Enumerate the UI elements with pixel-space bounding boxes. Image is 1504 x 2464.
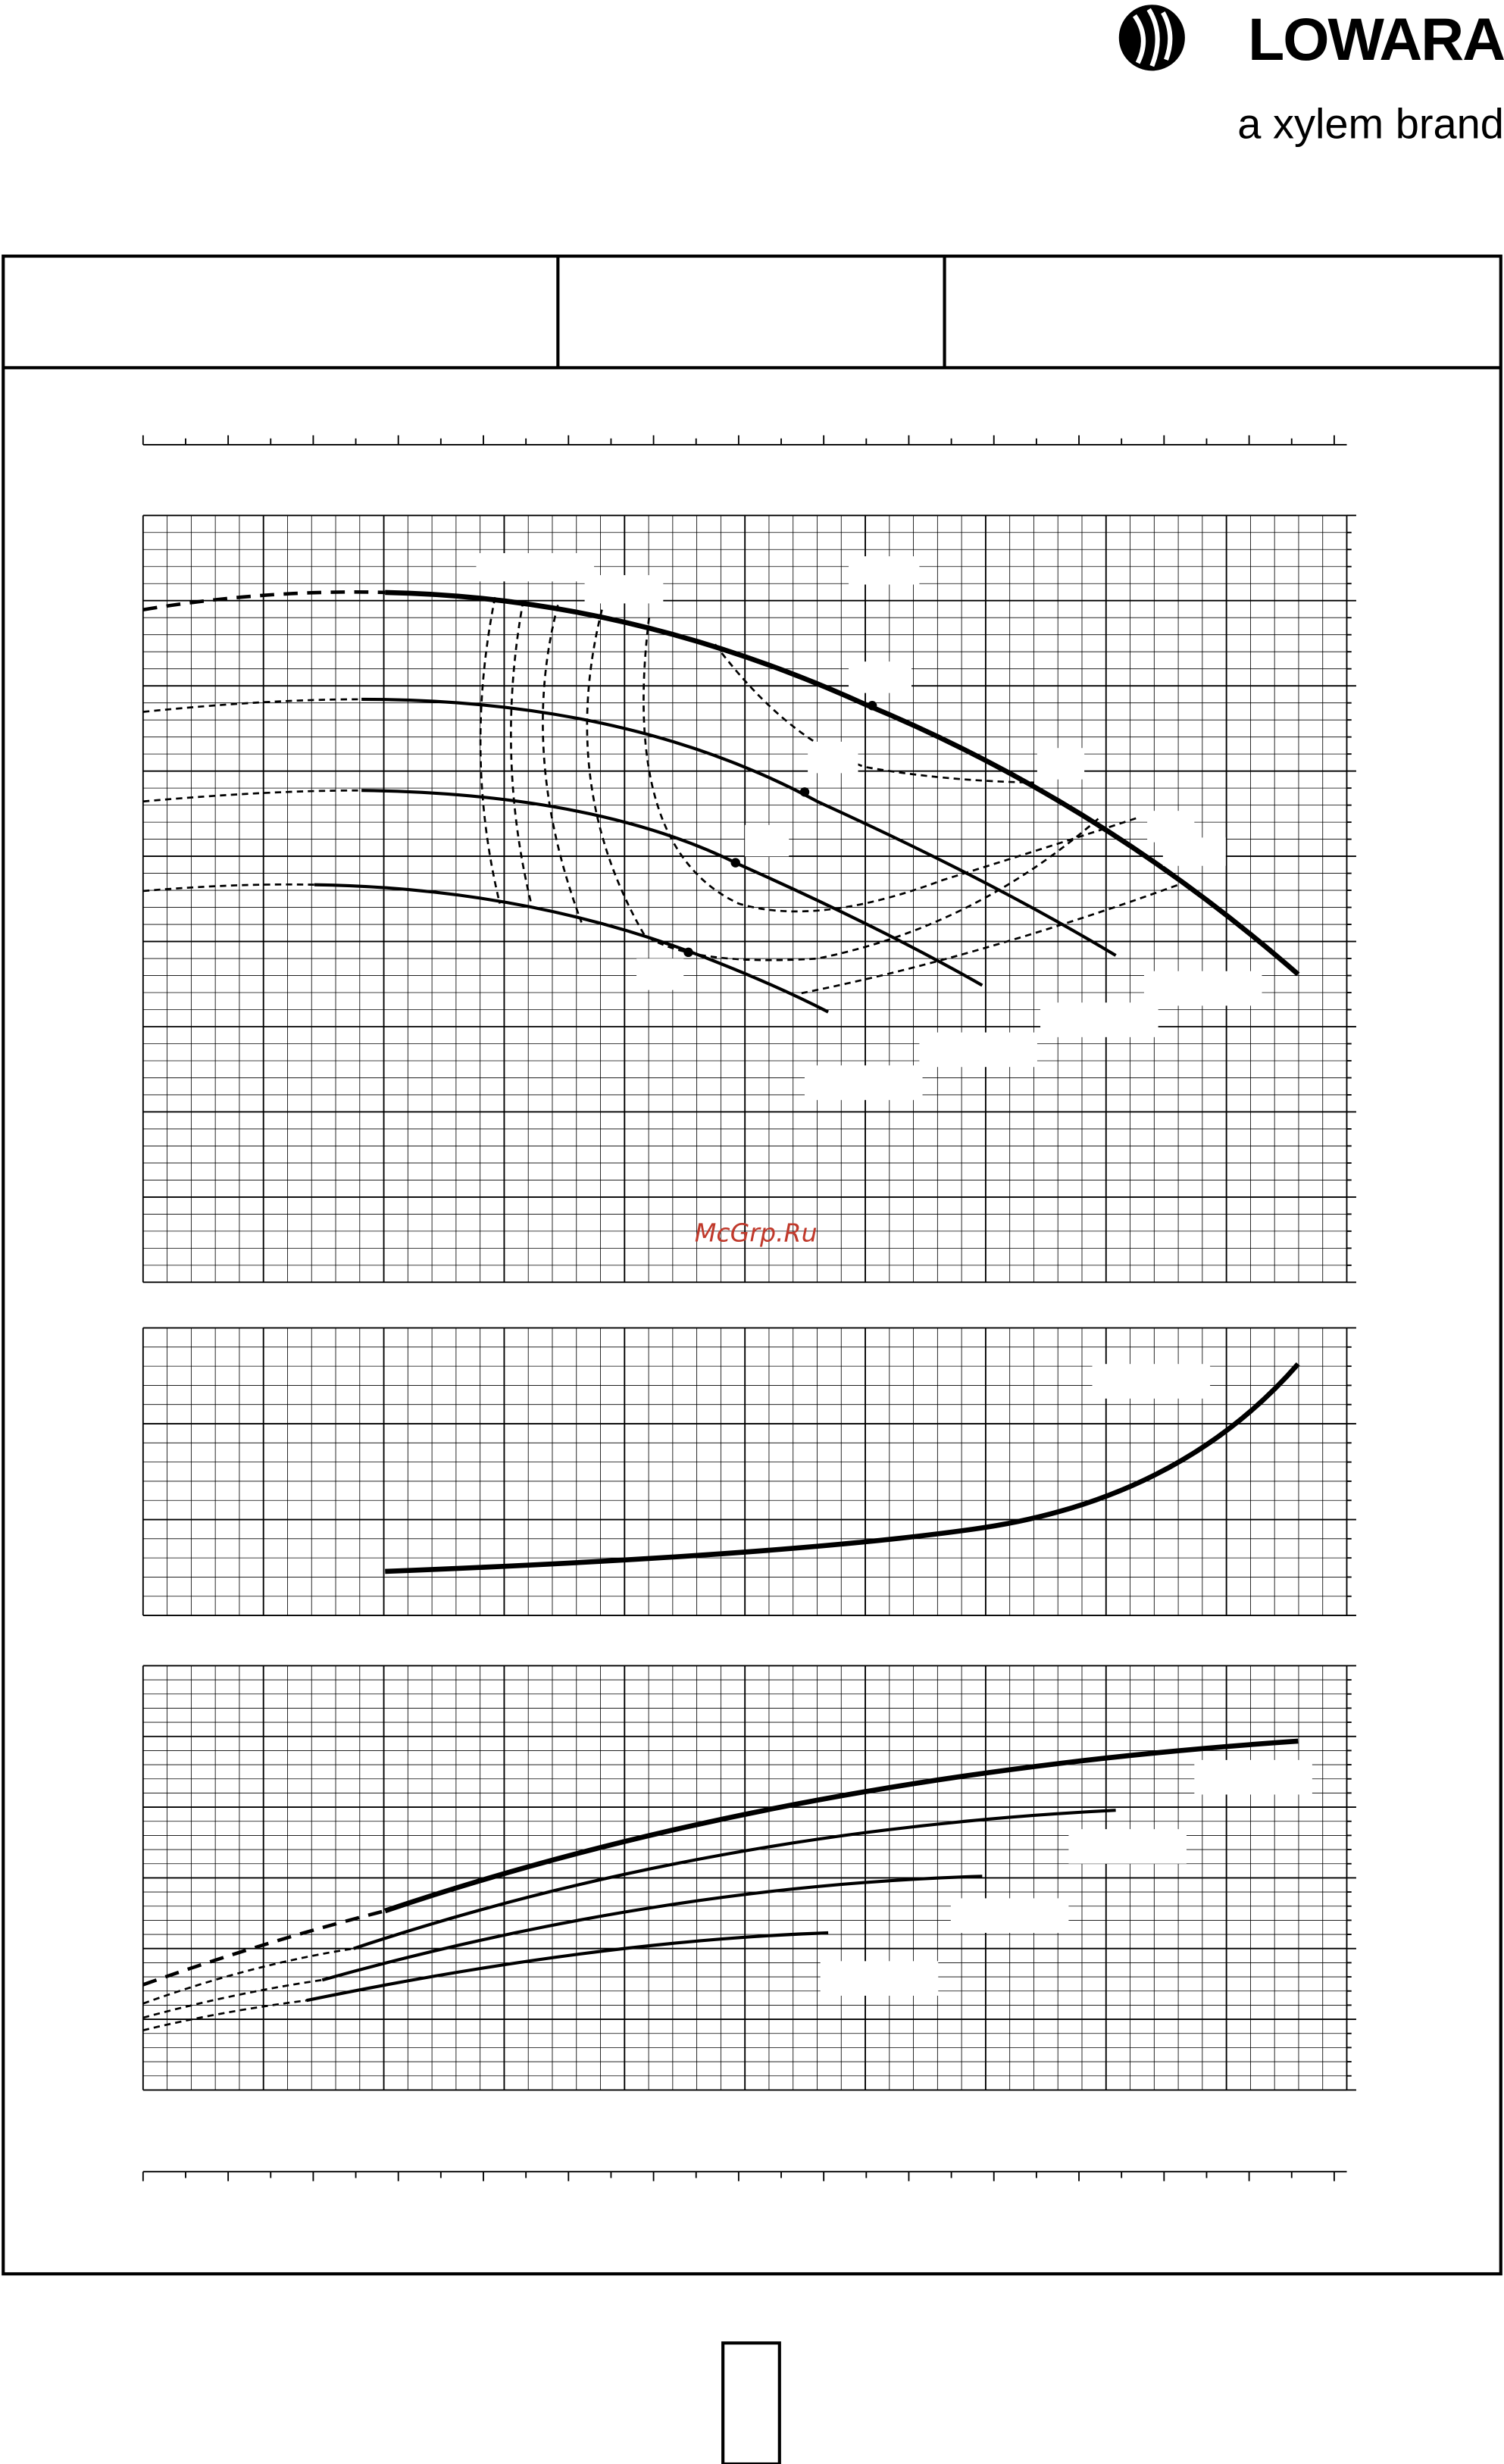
tagline: a xylem brand [1237,100,1504,148]
power-curves [142,1738,1299,2031]
npsh-curve [385,1362,1300,1574]
logo: LOWARA a xylem brand [1118,5,1504,148]
page-number-box [721,2341,781,2464]
head-curves [142,589,1300,1014]
frame [2,254,1502,2276]
brand: LOWARA [1248,6,1504,73]
watermark: McGrp.Ru [695,1218,818,1247]
grids [142,435,1356,2181]
label-boxes [476,553,1312,1996]
